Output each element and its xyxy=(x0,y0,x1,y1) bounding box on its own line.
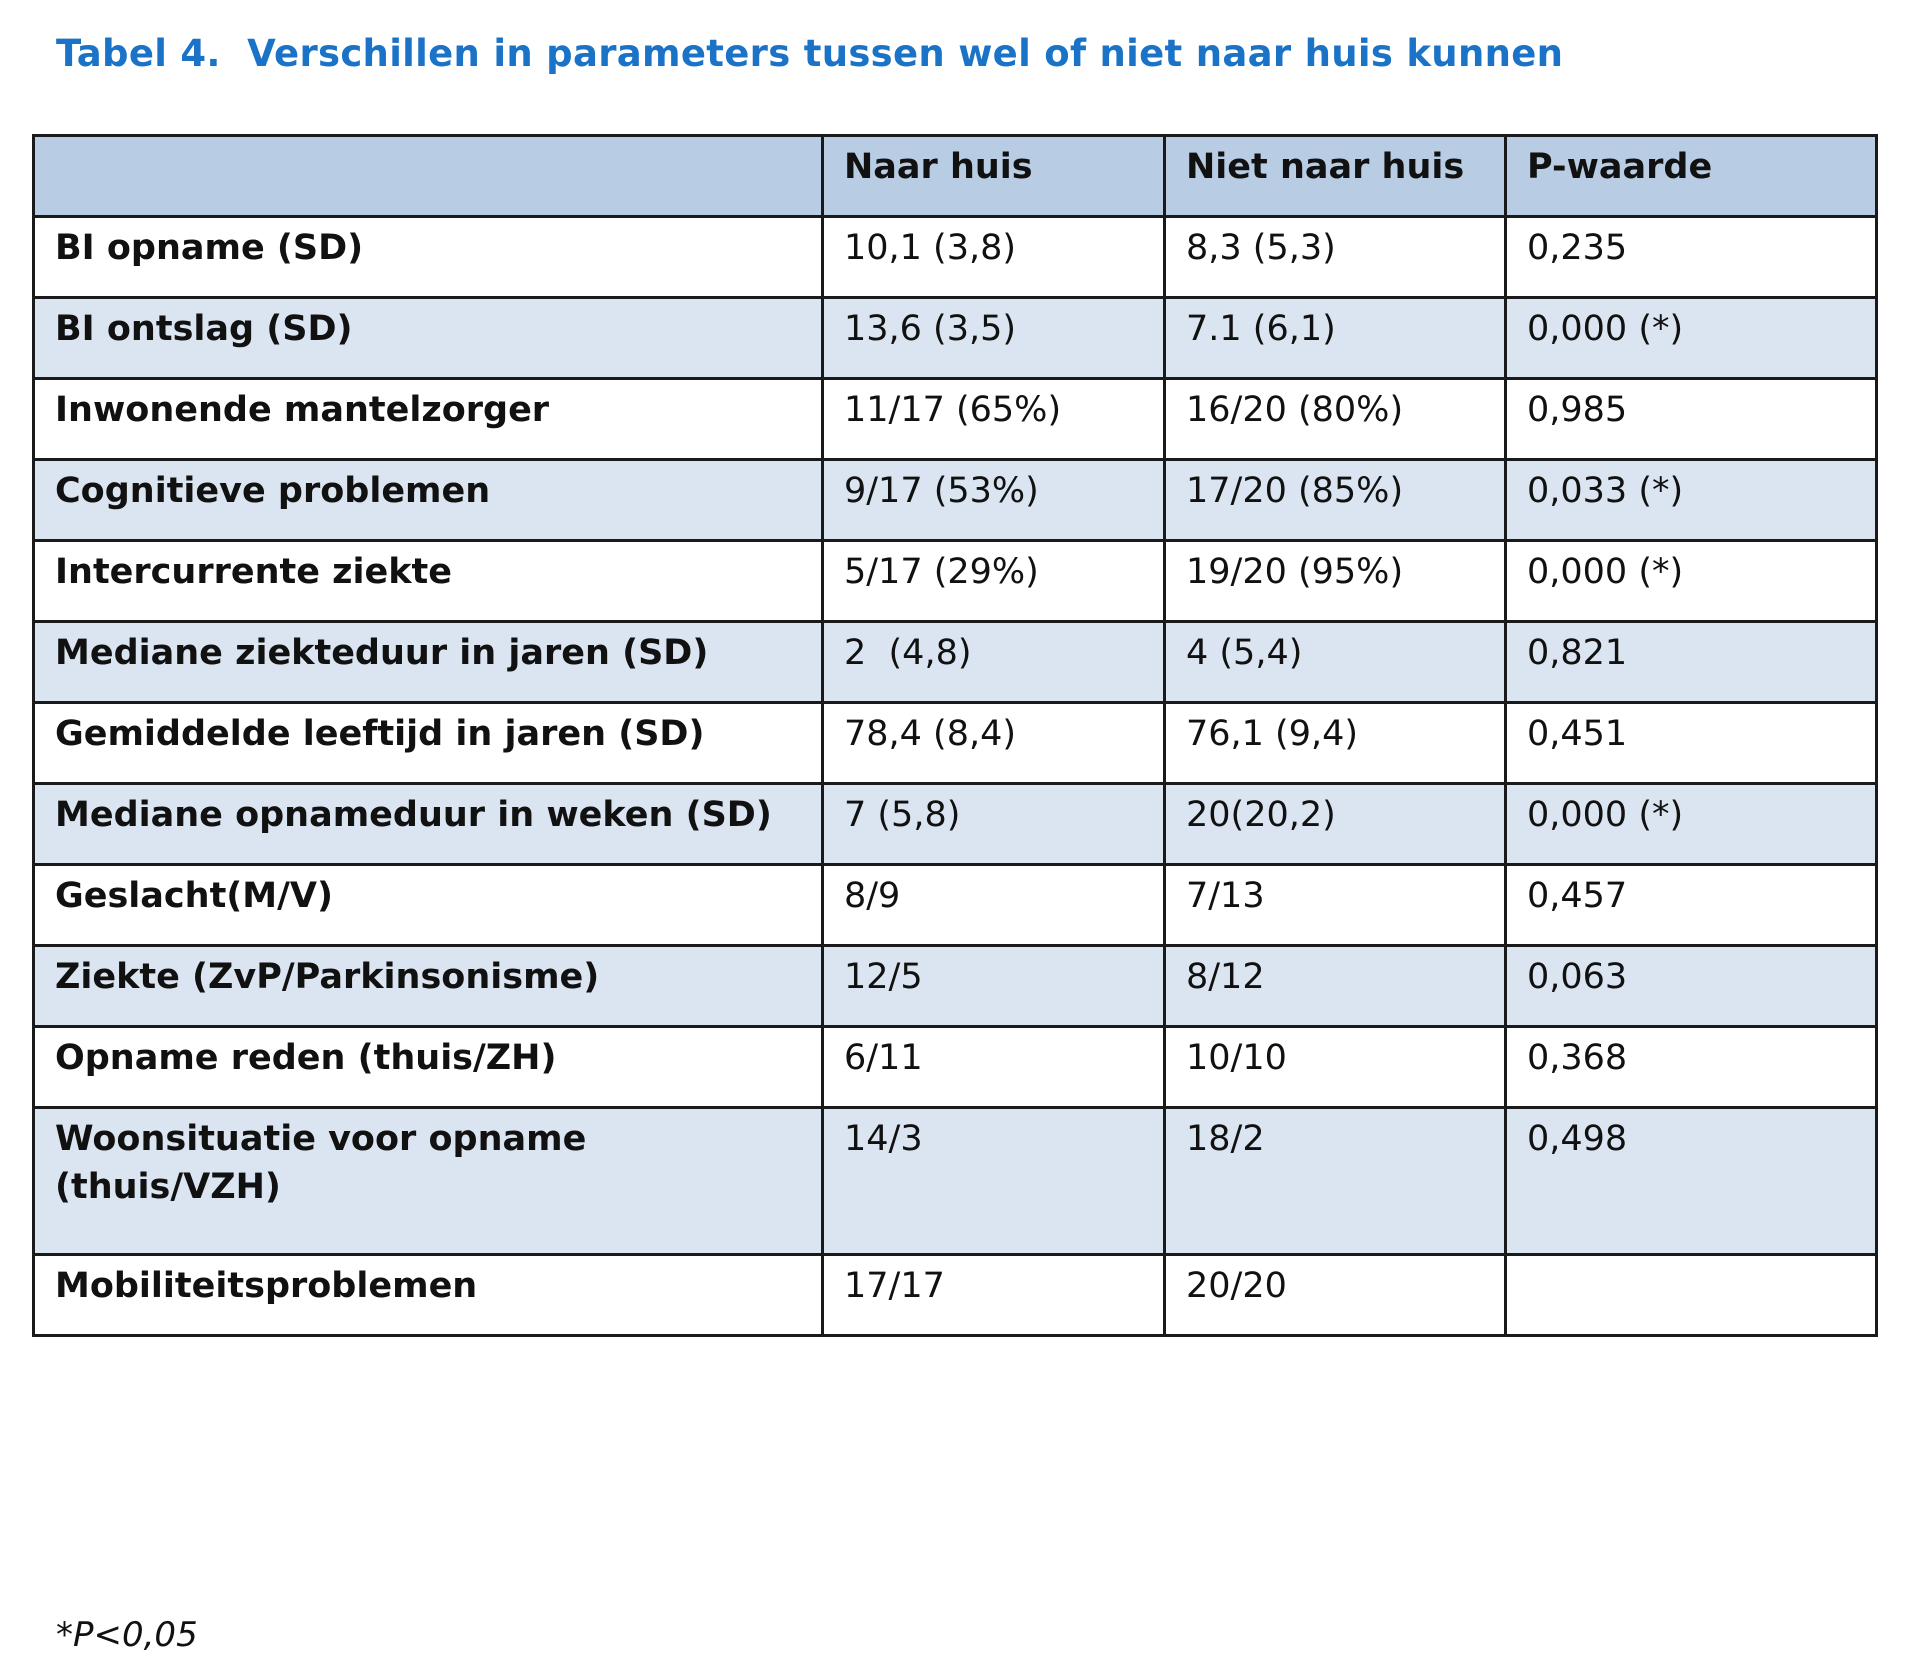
cell-p-waarde: 0,821 xyxy=(1504,620,1878,704)
cell-naar-huis: 78,4 (8,4) xyxy=(821,701,1166,785)
cell-p-waarde: 0,000 (*) xyxy=(1504,782,1878,866)
data-table: Naar huis Niet naar huis P-waarde BI opn… xyxy=(32,134,1878,1337)
cell-niet-naar-huis: 20/20 xyxy=(1163,1253,1507,1337)
header-cell-p-waarde: P-waarde xyxy=(1504,134,1878,218)
table-row: BI opname (SD) 10,1 (3,8) 8,3 (5,3) 0,23… xyxy=(32,215,1878,299)
table-row: Ziekte (ZvP/Parkinsonisme) 12/5 8/12 0,0… xyxy=(32,944,1878,1028)
cell-p-waarde: 0,063 xyxy=(1504,944,1878,1028)
cell-niet-naar-huis: 10/10 xyxy=(1163,1025,1507,1109)
cell-p-waarde xyxy=(1504,1253,1878,1337)
cell-niet-naar-huis: 7.1 (6,1) xyxy=(1163,296,1507,380)
cell-naar-huis: 12/5 xyxy=(821,944,1166,1028)
table-row: Inwonende mantelzorger 11/17 (65%) 16/20… xyxy=(32,377,1878,461)
cell-naar-huis: 2 (4,8) xyxy=(821,620,1166,704)
cell-naar-huis: 6/11 xyxy=(821,1025,1166,1109)
cell-naar-huis: 8/9 xyxy=(821,863,1166,947)
cell-naar-huis: 10,1 (3,8) xyxy=(821,215,1166,299)
cell-naar-huis: 11/17 (65%) xyxy=(821,377,1166,461)
cell-niet-naar-huis: 76,1 (9,4) xyxy=(1163,701,1507,785)
table-row: BI ontslag (SD) 13,6 (3,5) 7.1 (6,1) 0,0… xyxy=(32,296,1878,380)
table-title: Tabel 4. Verschillen in parameters tusse… xyxy=(56,32,1564,75)
cell-niet-naar-huis: 20(20,2) xyxy=(1163,782,1507,866)
cell-niet-naar-huis: 16/20 (80%) xyxy=(1163,377,1507,461)
table-row: Intercurrente ziekte 5/17 (29%) 19/20 (9… xyxy=(32,539,1878,623)
table-row: Opname reden (thuis/ZH) 6/11 10/10 0,368 xyxy=(32,1025,1878,1109)
cell-p-waarde: 0,498 xyxy=(1504,1106,1878,1256)
cell-naar-huis: 5/17 (29%) xyxy=(821,539,1166,623)
cell-p-waarde: 0,033 (*) xyxy=(1504,458,1878,542)
row-label: Opname reden (thuis/ZH) xyxy=(32,1025,824,1109)
cell-p-waarde: 0,000 (*) xyxy=(1504,296,1878,380)
row-label: Mobiliteitsproblemen xyxy=(32,1253,824,1337)
cell-niet-naar-huis: 4 (5,4) xyxy=(1163,620,1507,704)
cell-naar-huis: 13,6 (3,5) xyxy=(821,296,1166,380)
cell-niet-naar-huis: 17/20 (85%) xyxy=(1163,458,1507,542)
table-row: Woonsituatie voor opname (thuis/VZH) 14/… xyxy=(32,1106,1878,1256)
header-row: Naar huis Niet naar huis P-waarde xyxy=(32,134,1878,218)
cell-niet-naar-huis: 8/12 xyxy=(1163,944,1507,1028)
cell-p-waarde: 0,451 xyxy=(1504,701,1878,785)
row-label: BI ontslag (SD) xyxy=(32,296,824,380)
cell-p-waarde: 0,457 xyxy=(1504,863,1878,947)
row-label: Inwonende mantelzorger xyxy=(32,377,824,461)
cell-niet-naar-huis: 7/13 xyxy=(1163,863,1507,947)
cell-p-waarde: 0,235 xyxy=(1504,215,1878,299)
cell-p-waarde: 0,000 (*) xyxy=(1504,539,1878,623)
header-cell-empty xyxy=(32,134,824,218)
footnote: *P<0,05 xyxy=(56,1615,198,1655)
header-cell-naar-huis: Naar huis xyxy=(821,134,1166,218)
cell-p-waarde: 0,985 xyxy=(1504,377,1878,461)
row-label: Intercurrente ziekte xyxy=(32,539,824,623)
cell-naar-huis: 17/17 xyxy=(821,1253,1166,1337)
row-label: Gemiddelde leeftijd in jaren (SD) xyxy=(32,701,824,785)
cell-naar-huis: 9/17 (53%) xyxy=(821,458,1166,542)
table-row: Mediane opnameduur in weken (SD) 7 (5,8)… xyxy=(32,782,1878,866)
row-label: Woonsituatie voor opname (thuis/VZH) xyxy=(32,1106,824,1256)
header-cell-niet-naar-huis: Niet naar huis xyxy=(1163,134,1507,218)
table-row: Geslacht(M/V) 8/9 7/13 0,457 xyxy=(32,863,1878,947)
row-label: Mediane ziekteduur in jaren (SD) xyxy=(32,620,824,704)
row-label: Ziekte (ZvP/Parkinsonisme) xyxy=(32,944,824,1028)
cell-p-waarde: 0,368 xyxy=(1504,1025,1878,1109)
table-row: Mediane ziekteduur in jaren (SD) 2 (4,8)… xyxy=(32,620,1878,704)
table-row: Gemiddelde leeftijd in jaren (SD) 78,4 (… xyxy=(32,701,1878,785)
table-row: Cognitieve problemen 9/17 (53%) 17/20 (8… xyxy=(32,458,1878,542)
row-label: Geslacht(M/V) xyxy=(32,863,824,947)
cell-niet-naar-huis: 19/20 (95%) xyxy=(1163,539,1507,623)
cell-niet-naar-huis: 18/2 xyxy=(1163,1106,1507,1256)
table-row: Mobiliteitsproblemen 17/17 20/20 xyxy=(32,1253,1878,1337)
cell-naar-huis: 14/3 xyxy=(821,1106,1166,1256)
row-label: Mediane opnameduur in weken (SD) xyxy=(32,782,824,866)
row-label: Cognitieve problemen xyxy=(32,458,824,542)
cell-naar-huis: 7 (5,8) xyxy=(821,782,1166,866)
cell-niet-naar-huis: 8,3 (5,3) xyxy=(1163,215,1507,299)
row-label: BI opname (SD) xyxy=(32,215,824,299)
